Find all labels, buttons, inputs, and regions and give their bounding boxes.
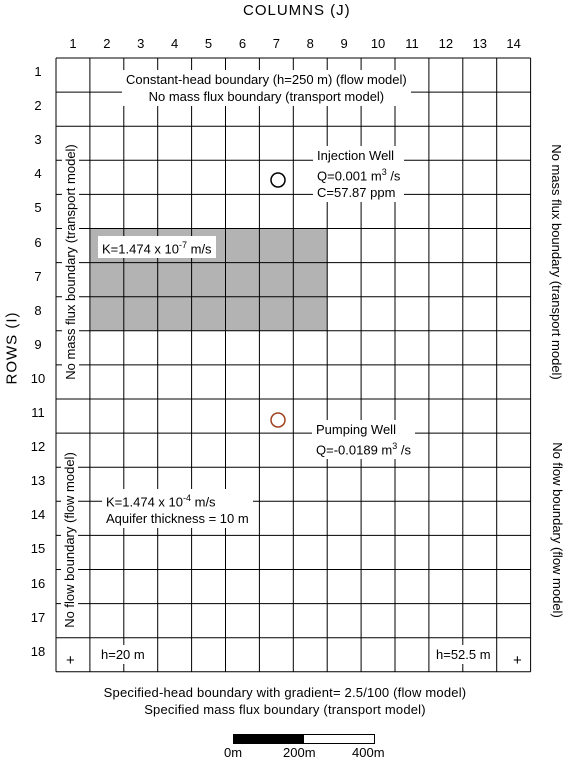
top-boundary-flow: Constant-head boundary (h=250 m) (flow m… (126, 72, 407, 87)
rows-title: ROWS (I) (3, 311, 21, 385)
corner-plus-right: + (513, 652, 522, 669)
low-k-label: K=1.474 x 10-7 m/s (98, 236, 216, 259)
row-number: 15 (30, 541, 46, 557)
aquifer-label: K=1.474 x 10-4 m/s Aquifer thickness = 1… (102, 489, 253, 529)
injection-well-title: Injection Well (317, 148, 395, 163)
column-number: 5 (204, 36, 213, 51)
bottom-boundary-flow: Specified-head boundary with gradient= 2… (103, 685, 467, 700)
injection-well-marker (270, 172, 286, 188)
scale-bar-black-segment (234, 735, 304, 743)
head-left-label: h=20 m (97, 645, 149, 664)
pumping-well-rate: Q=-0.0189 m3 /s (316, 441, 411, 458)
column-number: 6 (238, 36, 247, 51)
bottom-boundary-label: Specified-head boundary with gradient= 2… (0, 684, 570, 718)
aquifer-conductivity: K=1.474 x 10-4 m/s (106, 493, 216, 510)
scale-label-0: 0m (224, 745, 243, 760)
row-number: 8 (34, 302, 42, 318)
right-boundary-transport: No mass flux boundary (transport model) (545, 137, 565, 387)
row-number: 13 (30, 473, 46, 489)
row-number: 2 (34, 98, 42, 114)
column-number: 10 (370, 36, 386, 51)
columns-title: COLUMNS (J) (243, 2, 351, 19)
row-number: 9 (34, 336, 42, 352)
scale-label-200: 200m (283, 745, 316, 760)
column-number: 11 (405, 36, 419, 51)
row-number: 10 (30, 370, 46, 386)
column-number: 13 (472, 36, 487, 51)
row-number: 12 (30, 439, 46, 455)
pumping-well-marker (270, 412, 286, 428)
left-boundary-flow: No flow boundary (flow model) (61, 445, 81, 635)
row-number: 14 (30, 507, 46, 523)
column-number: 12 (438, 36, 454, 51)
column-number: 4 (171, 36, 179, 51)
column-number: 3 (137, 36, 145, 51)
column-number: 14 (506, 36, 521, 51)
row-number: 17 (30, 609, 46, 625)
corner-plus-left: + (66, 652, 75, 669)
top-boundary-label: Constant-head boundary (h=250 m) (flow m… (122, 70, 411, 106)
right-boundary-flow: No flow boundary (flow model) (546, 435, 566, 625)
injection-well-label: Injection Well Q=0.001 m3 /s C=57.87 ppm (313, 146, 405, 203)
scale-label-400: 400m (352, 745, 385, 760)
column-number: 9 (340, 36, 348, 51)
top-boundary-transport: No mass flux boundary (transport model) (148, 89, 385, 104)
row-number: 1 (34, 64, 42, 79)
column-number: 8 (306, 36, 314, 51)
row-number: 18 (30, 643, 46, 659)
row-number: 3 (34, 132, 42, 148)
row-number: 4 (34, 166, 42, 182)
row-number: 5 (34, 200, 42, 216)
grid-lines (55, 57, 532, 673)
column-number: 7 (272, 36, 280, 51)
row-number: 11 (31, 405, 45, 420)
row-number: 16 (30, 575, 46, 591)
injection-well-concentration: C=57.87 ppm (317, 185, 396, 201)
aquifer-thickness: Aquifer thickness = 10 m (106, 511, 249, 527)
bottom-boundary-transport: Specified mass flux boundary (transport … (144, 702, 426, 717)
pumping-well-title: Pumping Well (316, 422, 396, 437)
head-right-label: h=52.5 m (432, 645, 495, 664)
pumping-well-label: Pumping Well Q=-0.0189 m3 /s (312, 420, 415, 460)
column-number: 2 (103, 36, 111, 51)
row-number: 7 (34, 268, 42, 284)
injection-well-rate: Q=0.001 m3 /s (317, 167, 401, 184)
column-number: 1 (69, 36, 77, 51)
scale-bar (233, 734, 375, 744)
row-number: 6 (34, 234, 42, 250)
left-boundary-transport: No mass flux boundary (transport model) (62, 137, 82, 387)
